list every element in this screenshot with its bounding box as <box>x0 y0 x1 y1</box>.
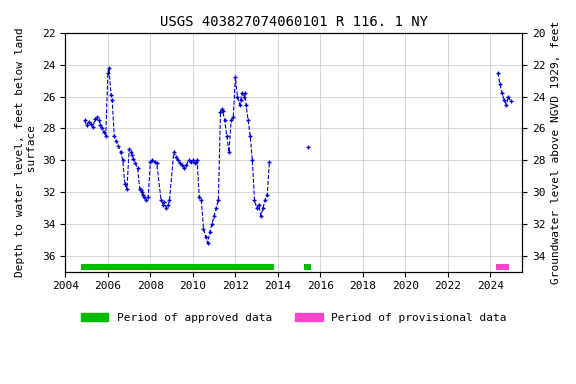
Bar <box>81 264 274 270</box>
Bar <box>305 264 311 270</box>
Y-axis label: Depth to water level, feet below land
 surface: Depth to water level, feet below land su… <box>15 27 37 277</box>
Bar <box>496 264 510 270</box>
Y-axis label: Groundwater level above NGVD 1929, feet: Groundwater level above NGVD 1929, feet <box>551 21 561 284</box>
Legend: Period of approved data, Period of provisional data: Period of approved data, Period of provi… <box>76 308 511 327</box>
Title: USGS 403827074060101 R 116. 1 NY: USGS 403827074060101 R 116. 1 NY <box>160 15 428 29</box>
